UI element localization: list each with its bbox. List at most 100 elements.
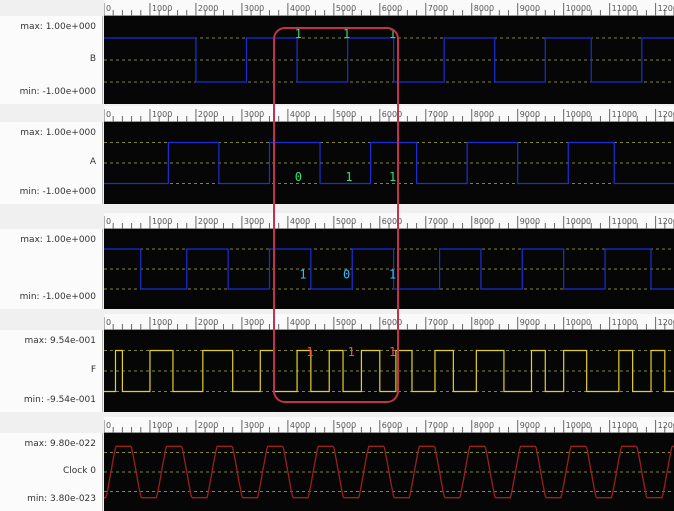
- bit-annotation: 1: [299, 268, 306, 282]
- ruler-tick-label: 5000: [336, 217, 356, 226]
- ruler-tick-label: 0: [106, 421, 111, 430]
- ruler-tick-label: 7000: [428, 421, 448, 430]
- signal-trace: [104, 349, 674, 393]
- ruler-tick-label: 1000: [152, 217, 172, 226]
- waveform-plot-F[interactable]: 1 1 1: [104, 330, 674, 412]
- ruler-tick-label: 8000: [474, 421, 494, 430]
- ruler-tick-label: 5000: [336, 318, 356, 327]
- ruler-tick-label: 10000: [566, 110, 591, 119]
- waveform-plot-B[interactable]: 1 1 1: [104, 16, 674, 104]
- ruler-tick-label: 1000: [152, 110, 172, 119]
- ruler-tick-label: 9000: [520, 110, 540, 119]
- waveform-plot-A[interactable]: 0 1 1: [104, 122, 674, 204]
- ruler-tick-label: 3000: [244, 421, 264, 430]
- ruler-tick-label: 7000: [428, 110, 448, 119]
- ruler-tick-label: 0: [106, 217, 111, 226]
- bit-annotation: 1: [389, 170, 396, 184]
- ruler-tick-label: 6000: [382, 110, 402, 119]
- ruler-tick-label: 12000: [658, 4, 674, 13]
- waveform-plot-unnamed[interactable]: 1 0 1: [104, 229, 674, 309]
- channel-name: B: [89, 54, 96, 64]
- ruler-tick-label: 3000: [244, 4, 264, 13]
- bit-annotation: 1: [348, 345, 355, 359]
- channel-max-value: max: 1.00e+000: [20, 235, 96, 245]
- ruler-tick-label: 8000: [474, 217, 494, 226]
- signal-trace: [104, 37, 674, 83]
- ruler-tick-label: 4000: [290, 110, 310, 119]
- ruler-tick-label: 11000: [612, 4, 637, 13]
- bit-annotation: 1: [343, 27, 350, 41]
- channel-max-value: max: 9.54e-001: [24, 336, 96, 346]
- bit-annotation: 0: [343, 268, 350, 282]
- ruler-tick-label: 4000: [290, 4, 310, 13]
- channel-min-value: min: -1.00e+000: [19, 292, 96, 302]
- channel-label-clock0[interactable]: max: 9.80e-022 Clock 0 min: 3.80e-023: [0, 433, 103, 511]
- ruler-tick-label: 11000: [612, 318, 637, 327]
- ruler-tick-label: 5000: [336, 4, 356, 13]
- ruler-tick-label: 8000: [474, 110, 494, 119]
- time-ruler-0: 0 1000 2000 3000 4000 5000 6000 7000 8000 9000 100…: [104, 0, 674, 16]
- ruler-tick-label: 7000: [428, 318, 448, 327]
- ruler-tick-label: 12000: [658, 110, 674, 119]
- channel-label-unnamed[interactable]: max: 1.00e+000 min: -1.00e+000: [0, 229, 103, 309]
- channel-name: F: [90, 365, 96, 375]
- ruler-tick-label: 4000: [290, 217, 310, 226]
- channel-min-value: min: 3.80e-023: [27, 494, 96, 504]
- ruler-tick-label: 0: [106, 110, 111, 119]
- ruler-tick-label: 7000: [428, 217, 448, 226]
- ruler-tick-label: 3000: [244, 318, 264, 327]
- ruler-tick-label: 12000: [658, 318, 674, 327]
- channel-max-value: max: 9.80e-022: [24, 439, 96, 449]
- time-ruler-2: 0 1000 2000 3000 4000 5000 6000 7000 8000 9000 100…: [104, 213, 674, 229]
- ruler-tick-label: 6000: [382, 4, 402, 13]
- time-ruler-1: 0 1000 2000 3000 4000 5000 6000 7000 8000 9000 100…: [104, 106, 674, 122]
- ruler-tick-label: 12000: [658, 217, 674, 226]
- signal-trace: [104, 141, 674, 185]
- waveform-plot-clock0[interactable]: [104, 433, 674, 511]
- ruler-tick-label: 2000: [198, 318, 218, 327]
- channel-name: A: [89, 157, 96, 167]
- channel-name: Clock 0: [62, 466, 96, 476]
- ruler-tick-label: 8000: [474, 4, 494, 13]
- ruler-tick-label: 11000: [612, 217, 637, 226]
- ruler-tick-label: 10000: [566, 217, 591, 226]
- ruler-tick-label: 5000: [336, 421, 356, 430]
- clock-trace: [104, 445, 674, 499]
- channel-min-value: min: -9.54e-001: [23, 395, 96, 405]
- ruler-tick-label: 2000: [198, 421, 218, 430]
- ruler-tick-label: 1000: [152, 421, 172, 430]
- ruler-tick-label: 10000: [566, 421, 591, 430]
- channel-max-value: max: 1.00e+000: [20, 22, 96, 32]
- ruler-tick-label: 8000: [474, 318, 494, 327]
- ruler-tick-label: 1000: [152, 318, 172, 327]
- ruler-tick-label: 9000: [520, 421, 540, 430]
- ruler-tick-label: 2000: [198, 217, 218, 226]
- signal-trace: [104, 248, 674, 290]
- bit-annotation: 1: [389, 268, 396, 282]
- ruler-tick-label: 0: [106, 4, 111, 13]
- ruler-tick-label: 3000: [244, 110, 264, 119]
- bit-annotation: 0: [295, 170, 302, 184]
- ruler-tick-label: 11000: [612, 421, 637, 430]
- ruler-tick-label: 4000: [290, 318, 310, 327]
- channel-min-value: min: -1.00e+000: [19, 87, 96, 97]
- time-ruler-4: 0 1000 2000 3000 4000 5000 6000 7000 8000 9000 100…: [104, 417, 674, 433]
- channel-max-value: max: 1.00e+000: [20, 128, 96, 138]
- ruler-tick-label: 10000: [566, 4, 591, 13]
- ruler-tick-label: 5000: [336, 110, 356, 119]
- ruler-tick-label: 7000: [428, 4, 448, 13]
- ruler-tick-label: 9000: [520, 4, 540, 13]
- ruler-tick-label: 4000: [290, 421, 310, 430]
- bit-annotation: 1: [345, 170, 352, 184]
- ruler-tick-label: 9000: [520, 217, 540, 226]
- ruler-tick-label: 10000: [566, 318, 591, 327]
- bit-annotation: 1: [389, 345, 396, 359]
- ruler-tick-label: 2000: [198, 110, 218, 119]
- ruler-tick-label: 6000: [382, 421, 402, 430]
- ruler-tick-label: 11000: [612, 110, 637, 119]
- bit-annotation: 1: [306, 345, 313, 359]
